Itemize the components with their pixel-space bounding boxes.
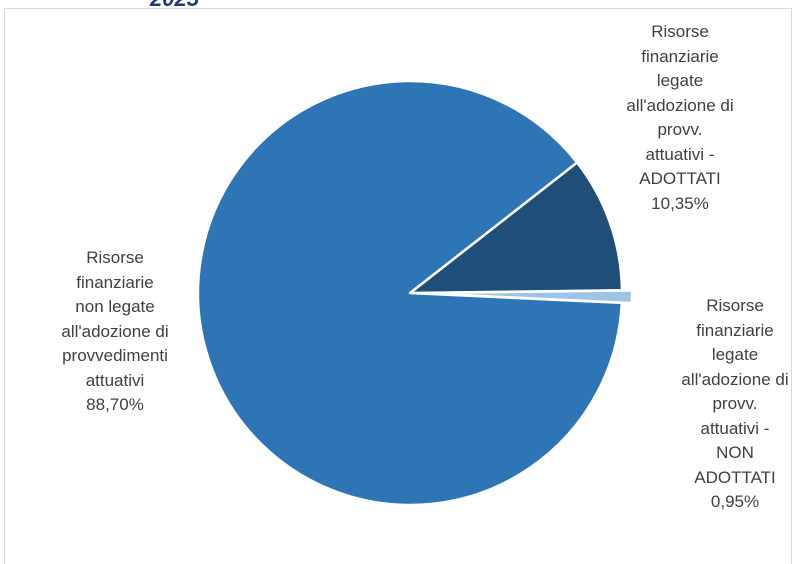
slice-label-line: all'adozione di (61, 321, 169, 341)
slice-label-line: non legate (75, 297, 155, 316)
slice-label-line: all'adozione di (626, 95, 734, 115)
slice-label-non-adottati: Risorse finanziarie legate all'adozione di p… (655, 294, 801, 515)
slice-label-non-legate: Risorse finanziarie non legate all'adozione… (35, 246, 195, 418)
slice-label-line: NON (716, 443, 754, 462)
slice-label-line: legate (711, 345, 759, 364)
slice-label-line: attuativi - (645, 144, 715, 164)
slice-non-legate (196, 79, 624, 507)
slice-label-line: finanziarie (696, 320, 774, 340)
slice-label-line: attuativi (85, 370, 145, 390)
slice-label-line: Risorse (706, 296, 764, 315)
slice-label-line: ADOTTATI (639, 169, 721, 188)
slice-value-label-adottati: 10,35% (651, 193, 709, 213)
slice-label-line: ADOTTATI (694, 467, 776, 487)
chart-title: 2025 (150, 0, 199, 12)
slice-label-line: all'adozione di (681, 369, 789, 389)
slice-label-line: Risorse (651, 22, 709, 41)
slice-label-line: provv. (712, 394, 758, 413)
slice-label-line: legate (656, 71, 704, 90)
slice-value-label-non-legate: 88,70% (86, 395, 144, 414)
slice-value-label-non-adottati: 0,95% (710, 492, 760, 511)
slice-label-line: attuativi - (700, 418, 770, 438)
slice-label-line: provvedimenti (62, 346, 168, 365)
slice-label-line: finanziarie (641, 46, 719, 66)
slice-label-adottati: Risorse finanziarie legate all'adozione di p… (605, 20, 755, 216)
slice-adottati (408, 161, 624, 295)
slice-label-line: finanziarie (76, 272, 154, 292)
chart-frame (4, 8, 792, 564)
slice-label-line: provv. (657, 120, 703, 139)
slice-label-line: Risorse (86, 248, 144, 267)
